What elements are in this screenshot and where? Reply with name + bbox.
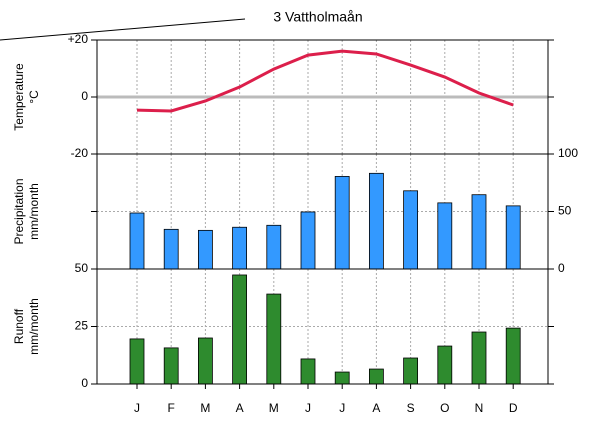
x-tick-label: J <box>305 401 311 415</box>
y-axis-label: Precipitation <box>12 178 26 244</box>
title-leader <box>0 18 246 41</box>
bar <box>266 224 282 270</box>
y-tick-label: 0 <box>81 89 88 103</box>
bar <box>334 371 350 385</box>
y-tick-label: 0 <box>558 261 565 275</box>
y-tick-label: 25 <box>75 319 89 333</box>
x-tick-label: D <box>509 401 518 415</box>
panel-frame <box>96 268 549 385</box>
y-tick-label: 50 <box>558 204 572 218</box>
x-tick-label: O <box>440 401 449 415</box>
bar <box>471 194 487 270</box>
y-axis-label: mm/month <box>27 183 41 240</box>
x-tick-label: S <box>407 401 415 415</box>
x-tick-label: F <box>168 401 175 415</box>
bar <box>129 338 145 385</box>
bar <box>300 211 316 270</box>
y-tick-label: 100 <box>558 146 578 160</box>
y-axis-label: mm/month <box>27 298 41 355</box>
bar <box>163 228 179 270</box>
y-tick-label: -20 <box>71 146 89 160</box>
bar <box>197 337 213 385</box>
bar <box>334 176 350 270</box>
x-tick-label: J <box>339 401 345 415</box>
x-tick-label: A <box>236 401 244 415</box>
chart-title: 3 Vattholmaån <box>273 9 362 25</box>
x-tick-label: A <box>372 401 380 415</box>
bar <box>403 357 419 385</box>
bar <box>163 347 179 385</box>
bar <box>505 205 521 270</box>
temperature-line <box>136 49 514 113</box>
bar <box>129 212 145 270</box>
bar <box>300 358 316 385</box>
bar <box>471 331 487 385</box>
y-axis-label: Temperature <box>12 63 26 131</box>
bar <box>368 368 384 385</box>
bar <box>232 274 248 385</box>
bar <box>232 226 248 270</box>
y-tick-label: +20 <box>68 32 89 46</box>
bar <box>368 172 384 270</box>
bar <box>505 327 521 385</box>
x-tick-label: J <box>134 401 140 415</box>
bar <box>403 190 419 270</box>
bar <box>197 229 213 270</box>
y-tick-label: 50 <box>75 261 89 275</box>
x-tick-label: N <box>475 401 484 415</box>
bar <box>437 202 453 270</box>
x-tick-label: M <box>200 401 210 415</box>
bar <box>266 293 282 385</box>
y-axis-label: °C <box>27 90 41 104</box>
x-tick-label: M <box>269 401 279 415</box>
y-tick-label: 0 <box>81 376 88 390</box>
y-axis-label: Runoff <box>12 308 26 344</box>
bar <box>437 345 453 385</box>
